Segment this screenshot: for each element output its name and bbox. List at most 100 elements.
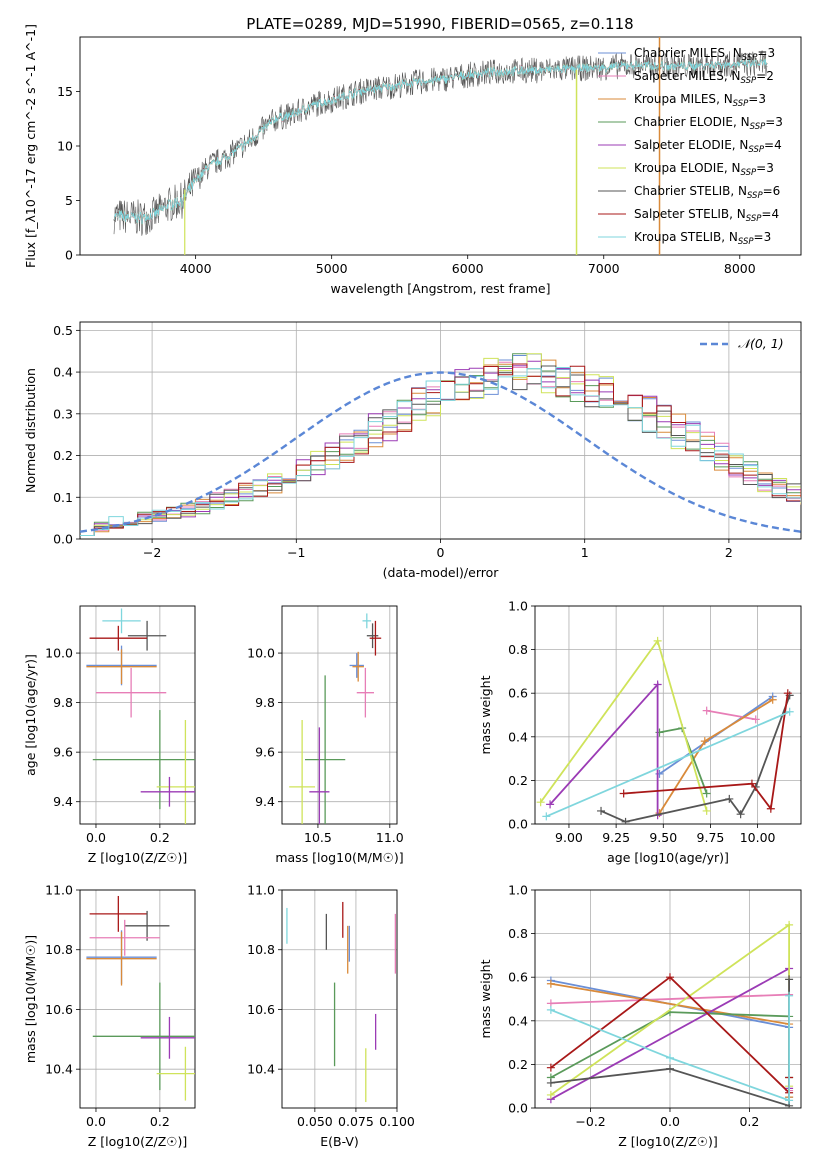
series-line-chabrier-stelib	[600, 695, 791, 823]
panel-mass-vs-ebv: 0.050 0.075 0.100 10.4 10.6 10.8 11.0 E(B-V)	[247, 883, 415, 1150]
x-axis-label: mass [log10(M/M☉)]	[275, 850, 403, 865]
plus-marker	[597, 806, 606, 815]
x-tick-label: −2	[143, 545, 161, 560]
panel-age-vs-mass: 10.5 11.0 9.4 9.6 9.8 10.0 mass [log10(M/M☉)]	[247, 605, 404, 865]
spectrum-line-kroupa-stelib	[113, 58, 768, 225]
y-tick-label: 0.0	[508, 1101, 528, 1116]
spectrum-lines	[113, 37, 768, 255]
axes-frame	[79, 889, 196, 1109]
plus-marker	[653, 680, 662, 689]
panel-residuals: −2 −1 0 1 2 0.0 0.1 0.2 0.3 0.4 0.5 (data-model)/er…	[23, 321, 802, 580]
y-tick-label: 0.4	[508, 1013, 528, 1028]
plus-marker	[702, 789, 711, 798]
y-tick-label: 0.4	[508, 729, 528, 744]
plus-marker	[785, 920, 794, 929]
y-tick-label: 0.8	[508, 642, 528, 657]
y-tick-label: 9.6	[255, 745, 275, 760]
legend-model-name: Salpeter STELIB	[634, 207, 729, 221]
legend-subscript: SSP	[738, 237, 754, 247]
y-tick-label: 0.0	[53, 532, 73, 547]
x-axis-label: Z [log10(Z/Z☉)]	[618, 1134, 718, 1149]
legend-gaussian-label: 𝒩(0, 1)	[738, 336, 784, 351]
legend-nssp-value: 3	[758, 92, 766, 106]
plus-marker	[546, 1005, 555, 1014]
legend-nssp-value: 4	[771, 207, 779, 221]
plus-marker	[702, 706, 711, 715]
errorbars-age-vs-mass	[289, 613, 382, 824]
legend-model-name: Salpeter MILES	[634, 69, 724, 83]
legend-entry: Chabrier ELODIE, NSSP=3	[634, 115, 783, 132]
legend-subscript: SSP	[747, 191, 763, 201]
x-axis-label: Z [log10(Z/Z☉)]	[88, 850, 188, 865]
y-tick-label: 9.8	[255, 695, 275, 710]
x-tick-label: 9.50	[649, 830, 677, 845]
plus-marker	[536, 798, 545, 807]
legend-nssp-value: 3	[764, 230, 772, 244]
legend-model-name: Chabrier ELODIE	[634, 115, 733, 129]
y-tick-label: 10.8	[45, 942, 73, 957]
y-tick-label: 11.0	[247, 883, 275, 898]
x-tick-label: 0.075	[338, 1114, 374, 1129]
plus-marker	[785, 991, 794, 1000]
panel-mass-vs-Z: 0.0 0.2 10.4 10.6 10.8 11.0 Z [log10(Z/Z☉)] mas…	[23, 883, 196, 1149]
plus-marker	[665, 1064, 674, 1073]
legend-equals: =	[764, 138, 774, 152]
histograms	[80, 353, 801, 536]
y-tick-label: 10	[57, 139, 73, 154]
y-tick-label: 1.0	[508, 883, 528, 898]
legend-entry: Salpeter MILES, NSSP=2	[634, 69, 774, 86]
x-tick-label: 0.2	[150, 830, 170, 845]
y-tick-label: 0	[65, 248, 73, 263]
x-axis-label: wavelength [Angstrom, rest frame]	[330, 281, 550, 296]
legend-subscript: SSP	[748, 145, 764, 155]
x-axis-label: age [log10(age/yr)]	[607, 850, 729, 865]
legend-entry: Kroupa STELIB, NSSP=3	[634, 230, 771, 247]
legend-subscript: SSP	[746, 214, 762, 224]
plus-marker	[546, 1063, 555, 1072]
y-tick-label: 0.6	[508, 970, 528, 985]
plus-marker	[736, 810, 745, 819]
x-tick-label: 10.5	[304, 830, 332, 845]
plus-marker	[725, 794, 734, 803]
legend-equals: =	[761, 207, 771, 221]
y-tick-label: 10.6	[247, 1002, 275, 1017]
x-tick-label: 11.0	[376, 830, 404, 845]
y-tick-label: 15	[57, 84, 73, 99]
plus-marker	[785, 975, 794, 984]
x-tick-label: 0.2	[150, 1114, 170, 1129]
axes-frame	[534, 889, 802, 1109]
x-axis-label: E(B-V)	[320, 1134, 359, 1149]
legend-equals: =	[756, 69, 766, 83]
panel-weight-vs-age: 9.00 9.25 9.50 9.75 10.00 0.0 0.2 0.4 0.6 0.8 1.0 a…	[478, 599, 802, 865]
legend-model-name: Chabrier MILES	[634, 46, 725, 60]
axes-frame	[79, 321, 802, 540]
legend-nssp-prefix: , N	[724, 69, 741, 83]
y-axis-label: mass [log10(M/M☉)]	[23, 935, 38, 1063]
axes-frame	[281, 889, 398, 1109]
y-axis-label: Normed distribution	[23, 368, 38, 493]
legend-equals: =	[763, 184, 773, 198]
panel-spectrum: 4000 5000 6000 7000 8000 0 5 10 15 wavelength [An…	[23, 24, 802, 296]
series-line-kroupa-elodie	[539, 638, 708, 812]
series-line-salpeter-stelib	[623, 693, 789, 811]
x-tick-label: −0.2	[575, 1114, 605, 1129]
errorbars-mass-vs-Z	[86, 895, 195, 1101]
y-tick-label: 10.0	[45, 646, 73, 661]
legend-nssp-prefix: , N	[725, 46, 742, 60]
plus-marker	[747, 779, 756, 788]
y-tick-label: 9.6	[53, 745, 73, 760]
lines-weight-vs-age	[536, 636, 794, 824]
x-tick-label: 0	[437, 545, 445, 560]
legend-nssp-prefix: , N	[729, 207, 746, 221]
y-tick-label: 10.4	[247, 1062, 275, 1077]
legend-entry: Chabrier STELIB, NSSP=6	[634, 184, 780, 201]
legend-nssp-prefix: , N	[733, 115, 750, 129]
legend-nssp-prefix: , N	[730, 184, 747, 198]
plus-marker	[546, 1090, 555, 1099]
x-tick-label: 0.0	[86, 830, 106, 845]
legend-entry: Salpeter STELIB, NSSP=4	[634, 207, 779, 224]
plus-marker	[619, 789, 628, 798]
